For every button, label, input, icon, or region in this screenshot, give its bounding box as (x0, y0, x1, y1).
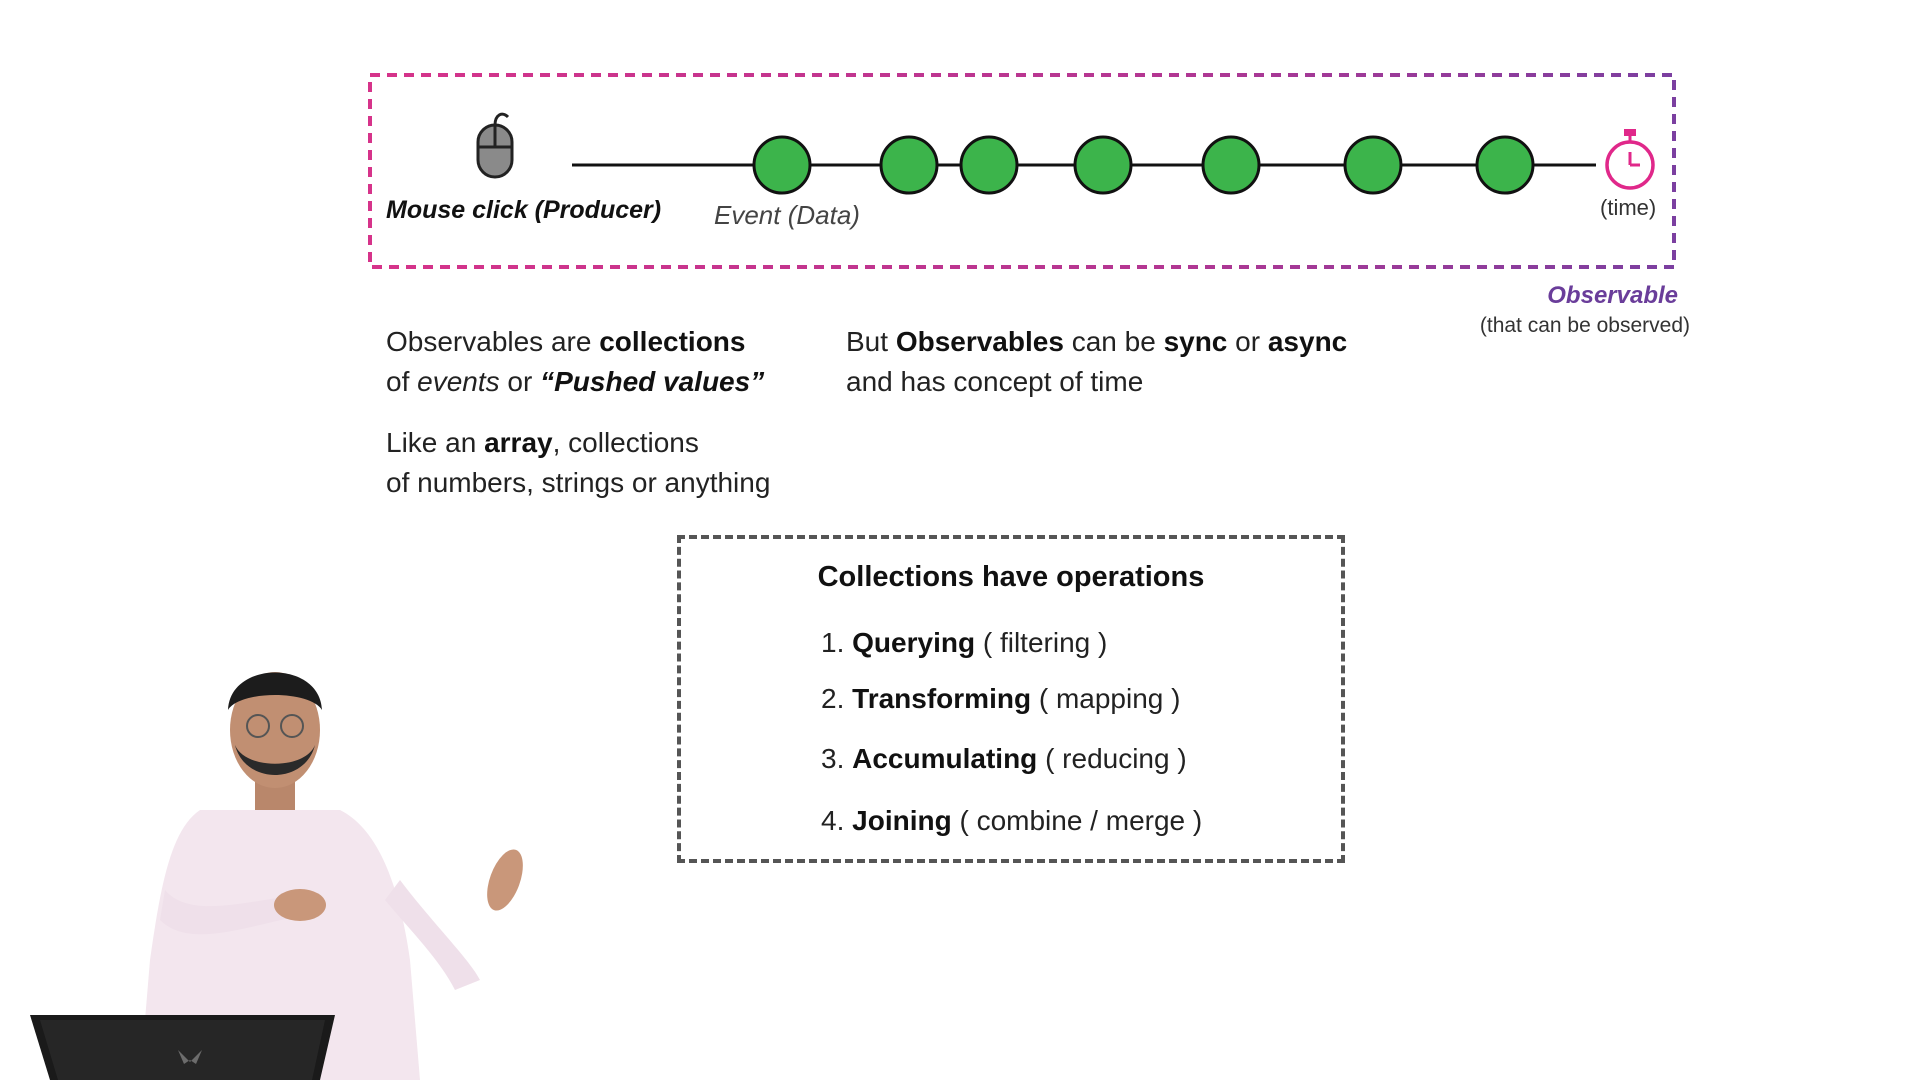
operation-item: 2. Transforming ( mapping ) (821, 683, 1181, 714)
stream-diagram (368, 73, 1676, 269)
observables-definition: Observables are collections of events or… (386, 326, 765, 397)
predator-logo (178, 1050, 202, 1064)
operation-item: 4. Joining ( combine / merge ) (821, 805, 1203, 836)
stopwatch-icon (1605, 129, 1655, 190)
observable-frame (368, 73, 1676, 269)
sync-async-note: But Observables can be sync or async and… (846, 326, 1348, 397)
operations-title: Collections have operations (817, 561, 1205, 593)
operation-item: 3. Accumulating ( reducing ) (821, 743, 1187, 774)
event-marble (1201, 135, 1261, 195)
operation-item: 1. Querying ( filtering ) (821, 627, 1108, 658)
event-marble (1073, 135, 1133, 195)
observable-title: Observable (1547, 282, 1678, 309)
presenter-video (30, 672, 523, 1080)
time-label: (time) (1600, 195, 1657, 220)
mouse-icon (476, 112, 514, 179)
operations-box: Collections have operations 1. Querying … (677, 535, 1345, 863)
observable-stream (368, 73, 1676, 269)
event-marble (1475, 135, 1535, 195)
event-marble (752, 135, 812, 195)
producer-label: Mouse click (Producer) (386, 196, 662, 224)
event-marble (959, 135, 1019, 195)
array-analogy: Like an array, collections of numbers, s… (386, 427, 771, 498)
event-label: Event (Data) (714, 200, 860, 230)
event-marble (879, 135, 939, 195)
laptop (30, 1015, 335, 1080)
presenter-figure (140, 672, 523, 1080)
observable-subtitle: (that can be observed) (1479, 314, 1690, 337)
event-marble (1343, 135, 1403, 195)
